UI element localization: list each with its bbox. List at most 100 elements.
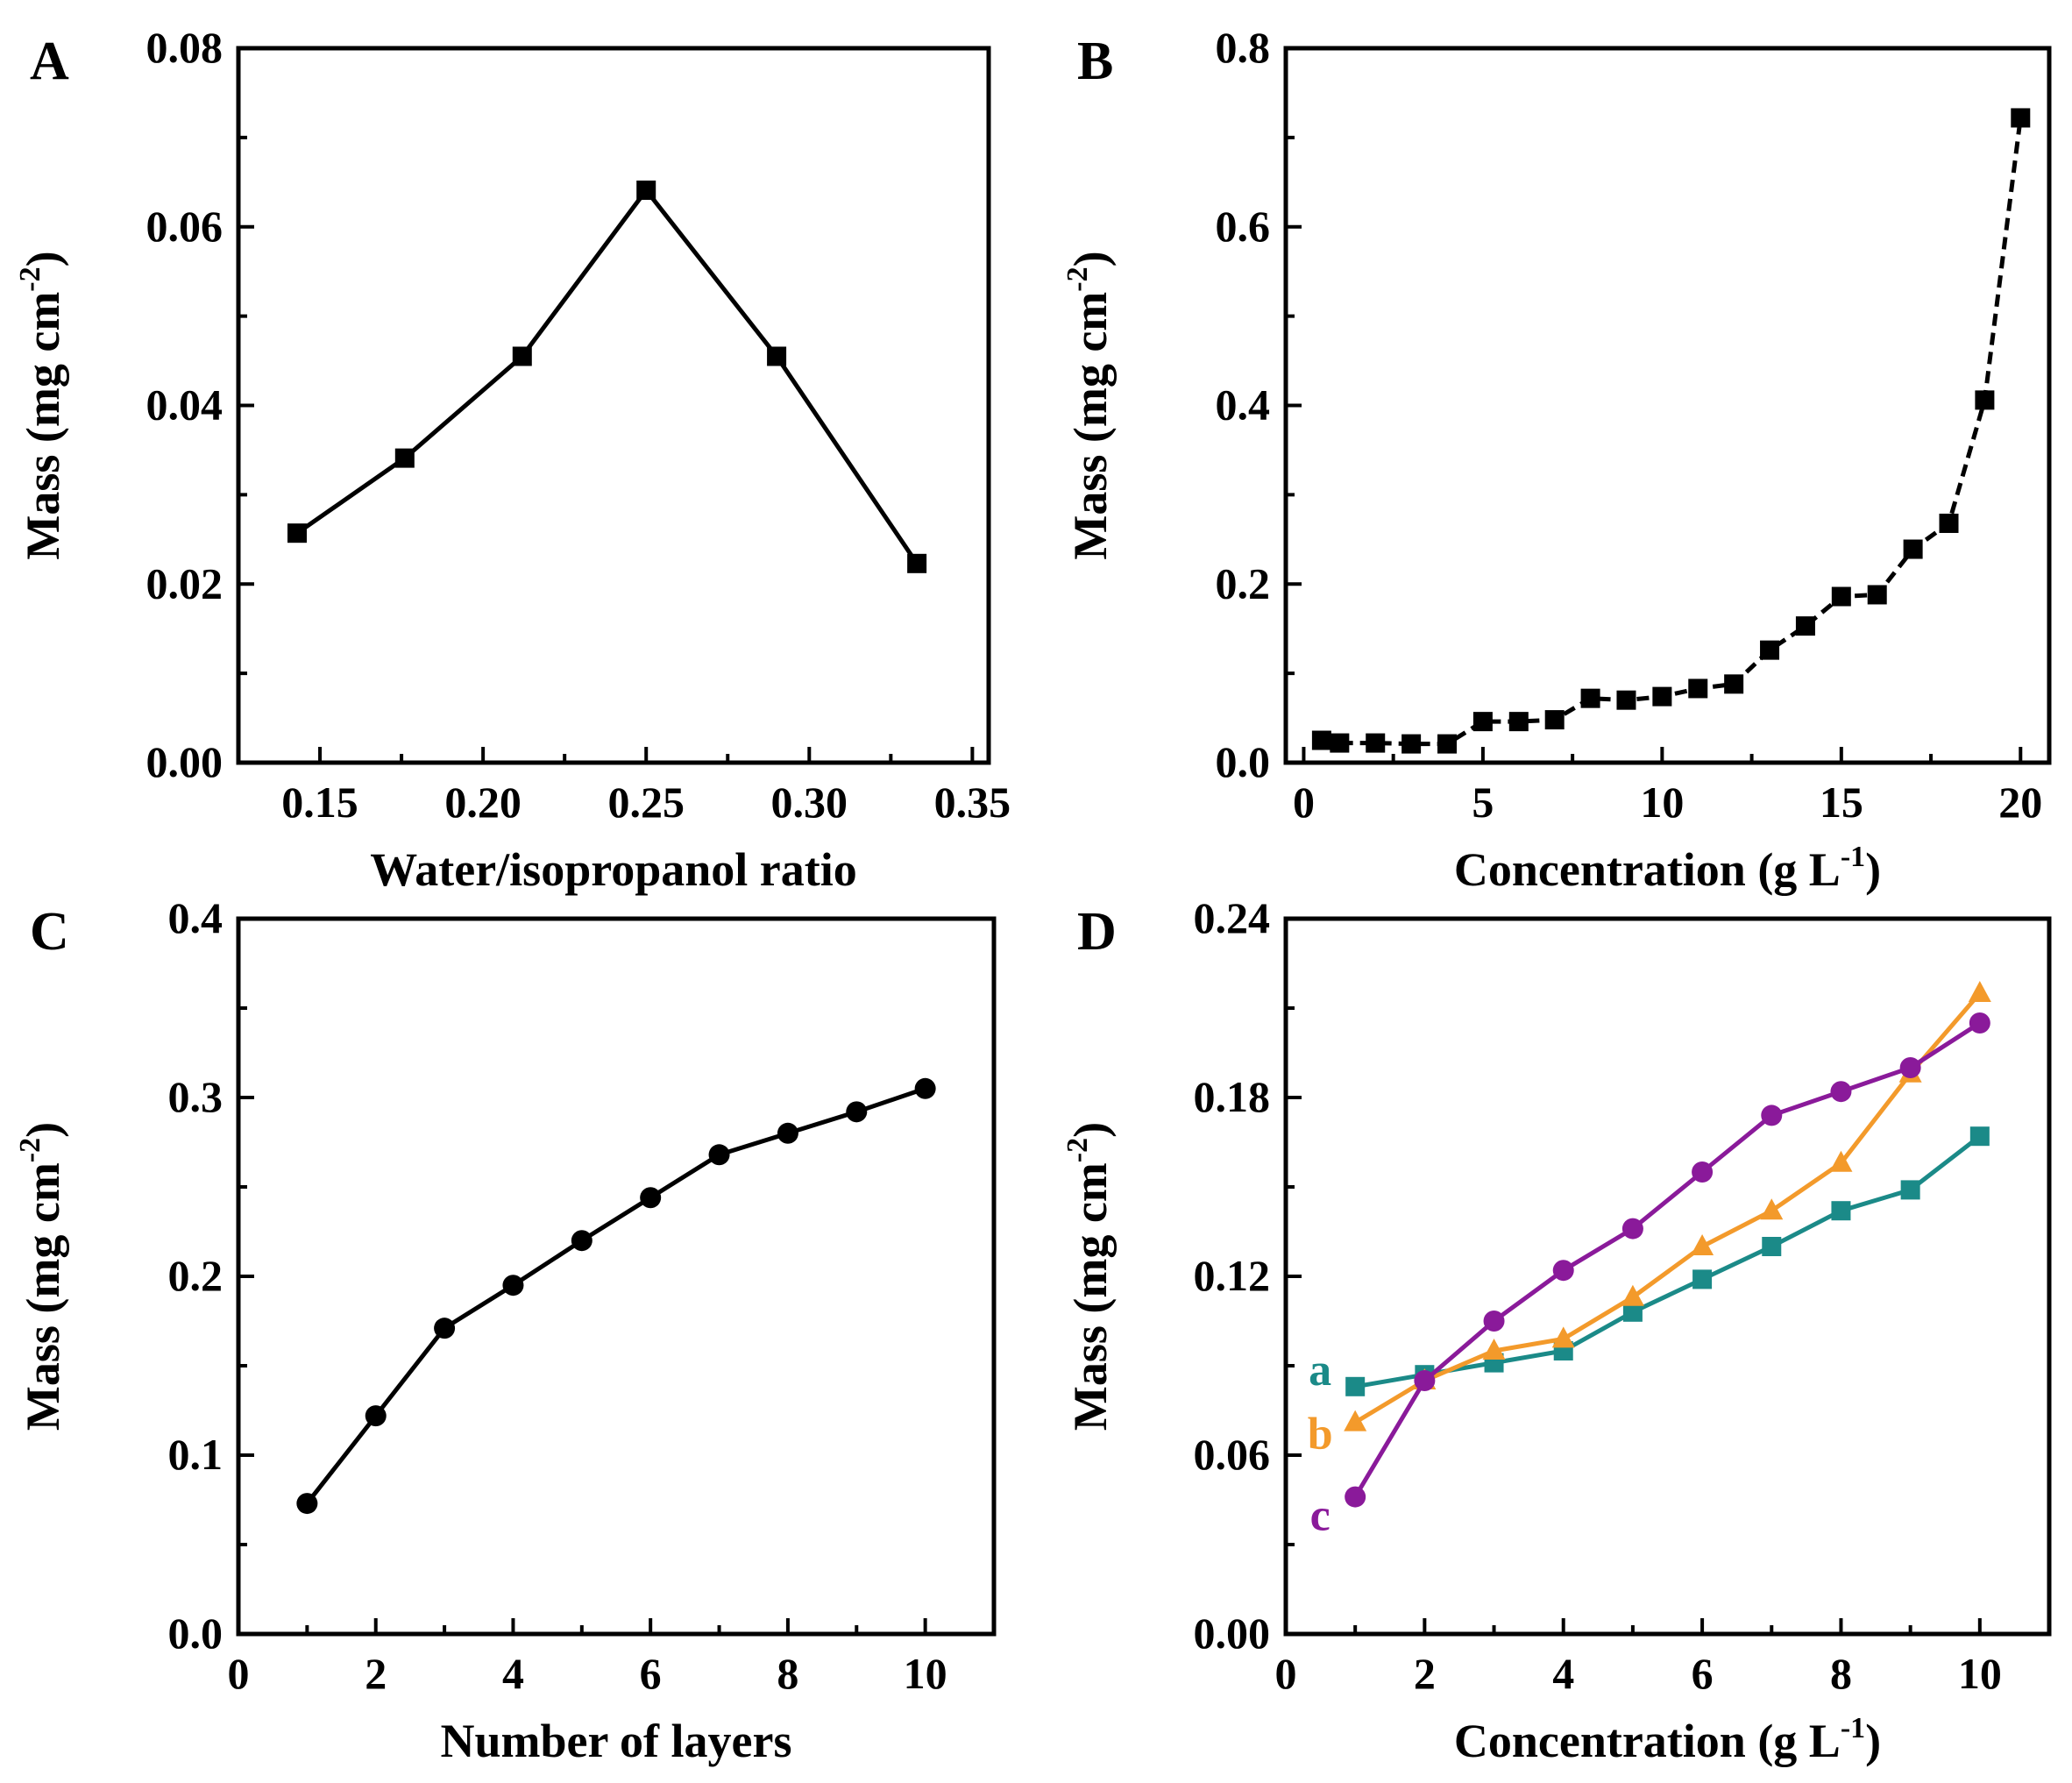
data-point <box>1472 712 1493 732</box>
x-axis-title-end: ) <box>1865 843 1881 896</box>
y-tick-label: 0.4 <box>168 893 224 942</box>
y-axis-title-text: Mass (mg cm <box>1064 292 1117 560</box>
y-axis-title-sup: -2 <box>14 266 46 291</box>
x-axis-title-end: ) <box>1865 1715 1881 1767</box>
data-point <box>1692 1161 1714 1183</box>
data-point <box>1622 1302 1643 1322</box>
data-point <box>767 346 787 366</box>
panel-b: B 0.0 0.2 0.4 0.6 0.8 0 5 10 15 20 Concentration (g… <box>1061 23 2052 896</box>
series-line <box>1353 1020 1982 1498</box>
x-axis-title: Concentration (g L-1) <box>1454 1712 1881 1767</box>
series-line <box>1353 991 1982 1424</box>
x-tick-label: 0.15 <box>281 778 358 827</box>
series-line <box>1354 1134 1982 1389</box>
panel-label: B <box>1077 32 1113 91</box>
y-tick-label: 0.4 <box>1216 380 1271 430</box>
panel-a: A 0.00 0.02 0.04 0.06 0.08 0.15 0.20 0.25 0.30 0.3… <box>14 23 1011 896</box>
data-point <box>1760 1198 1784 1220</box>
y-axis-title-text: Mass (mg cm <box>17 292 69 560</box>
series-main <box>287 180 927 573</box>
data-point <box>1968 981 1991 1002</box>
x-tick-label: 4 <box>1552 1649 1574 1698</box>
y-axis-title-end: ) <box>1064 1122 1117 1138</box>
x-axis-title-sup: -1 <box>1841 1712 1865 1744</box>
y-tick-label: 0.8 <box>1216 23 1271 72</box>
series-main <box>296 1077 936 1515</box>
data-point <box>1580 688 1600 708</box>
panel-label: D <box>1077 902 1117 962</box>
x-tick-label: 10 <box>904 1649 947 1698</box>
y-axis-title-sup: -2 <box>14 1138 46 1162</box>
x-tick-label: 20 <box>1998 778 2042 827</box>
series-label-b: b <box>1308 1410 1333 1460</box>
x-tick-label: 8 <box>1830 1649 1852 1698</box>
x-axis-title-text: Concentration (g L <box>1454 1715 1841 1767</box>
data-point <box>1761 1105 1783 1126</box>
data-point <box>434 1318 456 1339</box>
x-axis-title-text: Concentration (g L <box>1454 843 1841 896</box>
y-tick-label: 0.18 <box>1194 1072 1271 1121</box>
data-point <box>394 448 415 468</box>
data-point <box>1544 710 1565 730</box>
data-point <box>907 553 927 573</box>
data-point <box>1831 586 1851 607</box>
series-line <box>295 188 919 565</box>
x-tick-label: 2 <box>1414 1649 1436 1698</box>
y-tick-label: 0.3 <box>168 1072 224 1121</box>
x-tick-label: 0.20 <box>444 778 522 827</box>
data-point <box>1724 674 1744 694</box>
y-tick-label: 0.1 <box>168 1430 224 1479</box>
y-tick-label: 0.0 <box>168 1609 224 1658</box>
y-tick-label: 0.02 <box>146 558 224 607</box>
series-label-c: c <box>1310 1491 1330 1541</box>
data-point <box>1969 1012 1990 1034</box>
x-axis-title: Concentration (g L-1) <box>1454 841 1881 896</box>
y-axis-title: Mass (mg cm-2) <box>1061 1122 1117 1431</box>
series-main <box>1311 108 2031 754</box>
y-axis-title-text: Mass (mg cm <box>17 1162 69 1431</box>
y-tick-label: 0.06 <box>146 202 224 251</box>
data-point <box>1621 1218 1643 1240</box>
x-axis-title-sup: -1 <box>1841 841 1865 873</box>
plot-frame <box>1283 46 2052 765</box>
series-line <box>305 1086 926 1505</box>
y-axis-title-sup: -2 <box>1061 266 1094 291</box>
data-point <box>914 1077 936 1099</box>
panel-c: C 0.0 0.1 0.2 0.3 0.4 0 2 4 6 8 10 Number of layers M… <box>14 893 997 1767</box>
panel-label: C <box>30 902 69 962</box>
y-axis-title-end: ) <box>17 1122 69 1138</box>
x-tick-label: 8 <box>777 1649 798 1698</box>
panel-d: D 0.00 0.06 0.12 0.18 0.24 0 2 4 6 8 10 Concentratio… <box>1061 893 2052 1767</box>
y-axis-title-text: Mass (mg cm <box>1064 1162 1117 1431</box>
y-tick-label: 0.2 <box>1216 558 1271 607</box>
panel-label: A <box>30 32 69 91</box>
x-axis-title: Water/isopropanol ratio <box>370 843 857 896</box>
data-point <box>1401 734 1422 754</box>
plot-frame <box>236 916 997 1637</box>
data-point <box>1345 1486 1366 1508</box>
data-point <box>1311 730 1331 750</box>
data-point <box>1830 1081 1852 1103</box>
data-point <box>1760 640 1780 660</box>
data-point <box>1551 1326 1575 1348</box>
y-tick-label: 0.04 <box>146 380 224 430</box>
data-point <box>1330 733 1350 753</box>
x-tick-label: 2 <box>365 1649 387 1698</box>
data-point <box>1867 585 1887 605</box>
data-point <box>640 1187 662 1209</box>
data-point <box>365 1405 387 1427</box>
plot-frame <box>236 46 991 765</box>
data-point <box>502 1275 524 1296</box>
y-axis-title: Mass (mg cm-2) <box>1061 251 1117 559</box>
data-point <box>1831 1201 1851 1221</box>
data-point <box>1552 1260 1574 1282</box>
plot-frame <box>1283 916 2052 1637</box>
data-point <box>1344 1410 1367 1431</box>
data-point <box>1900 1180 1920 1200</box>
data-point <box>571 1230 593 1252</box>
x-tick-label: 6 <box>1692 1649 1714 1698</box>
y-tick-label: 0.08 <box>146 23 224 72</box>
x-tick-label: 0.35 <box>934 778 1011 827</box>
x-tick-label: 15 <box>1820 778 1863 827</box>
